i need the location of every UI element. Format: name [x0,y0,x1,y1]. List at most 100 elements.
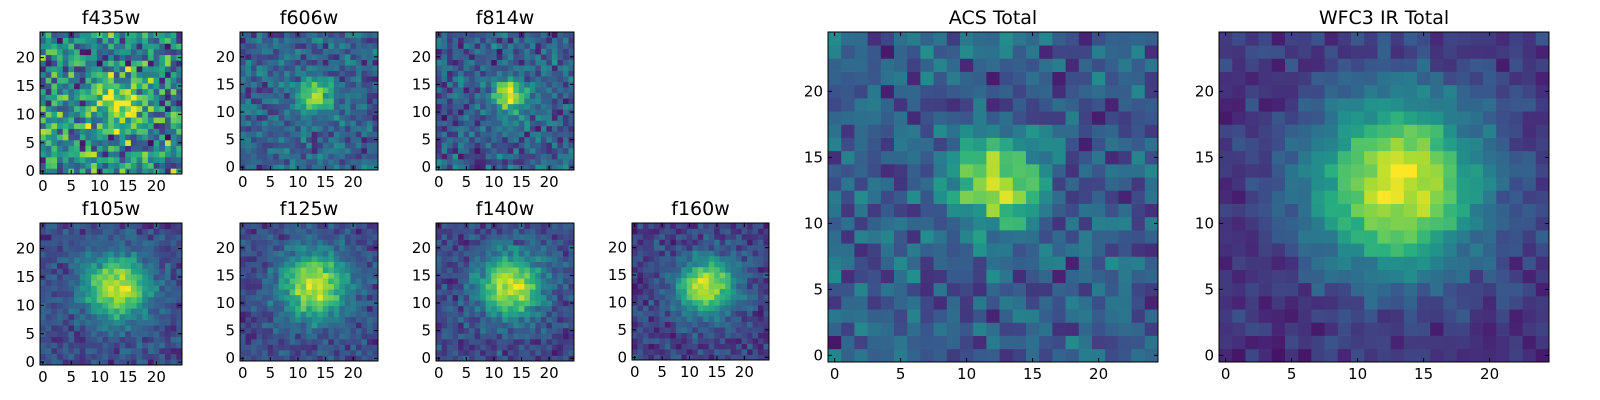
heatmap-cell [45,139,52,146]
heatmap-cell [57,145,64,152]
heatmap-cell [51,359,58,366]
heatmap-cell [355,234,362,240]
heatmap-cell [311,70,318,77]
heatmap-cell [45,262,52,269]
heatmap-cell [1078,322,1093,336]
heatmap-cell [79,234,86,241]
heatmap-cell [692,233,699,240]
heatmap-cell [1105,296,1119,310]
heatmap-cell [102,330,109,337]
heatmap-cell [469,228,475,235]
heatmap-cell [637,343,644,350]
heatmap-cell [507,131,514,138]
heatmap-cell [551,311,558,318]
heatmap-cell [469,355,475,362]
y-tick-label: 5 [421,322,431,340]
heatmap-cell [703,332,710,339]
heatmap-cell [452,305,459,312]
heatmap-cell [251,43,257,49]
heatmap-cell [659,228,666,235]
heatmap-cell [300,294,307,301]
heatmap-cell [546,65,553,71]
heatmap-cell [113,43,120,50]
heatmap-cell [637,299,644,306]
heatmap-cell [355,344,362,351]
heatmap-cell [333,65,340,71]
heatmap-cell [311,131,318,138]
x-tick-label: 20 [147,177,166,195]
heatmap-cell [245,294,252,301]
heatmap-cell [113,105,120,112]
heatmap-cell [240,48,246,55]
heatmap-cell [719,283,726,290]
heatmap-cell [973,256,987,270]
heatmap-cell [697,261,704,268]
heatmap-cell [333,355,340,362]
heatmap-cell [458,81,464,88]
heatmap-cell [725,354,731,361]
heatmap-cell [1092,269,1106,284]
heatmap-cell [973,269,987,284]
heatmap-cell [273,228,279,235]
heatmap-cell [245,327,252,334]
heatmap-cell [372,158,379,165]
heatmap-cell [485,228,492,235]
heatmap-cell [300,344,307,351]
heatmap-cell [1144,177,1159,191]
heatmap-cell [57,240,64,247]
heatmap-cell [999,335,1014,350]
heatmap-cell [159,156,166,163]
heatmap-cell [350,153,357,160]
heatmap-cell [170,291,177,298]
heatmap-cell [311,311,318,318]
heatmap-cell [153,257,160,264]
heatmap-cell [441,289,448,296]
heatmap-cell [311,344,318,351]
heatmap-cell [562,103,569,110]
x-tick-label: 5 [462,364,472,382]
heatmap-cell [458,245,464,251]
heatmap-cell [85,279,92,286]
heatmap-cell [102,240,109,247]
heatmap-cell [1052,203,1066,218]
heatmap-cell [339,136,346,143]
heatmap-cell [57,37,64,44]
heatmap-cell [306,92,313,99]
heatmap-cell [278,109,285,116]
heatmap-cell [159,240,166,247]
heatmap-cell [502,37,509,44]
heatmap-cell [51,77,58,84]
heatmap-cell [496,120,503,127]
heatmap-cell [361,234,368,240]
heatmap-cell [62,37,69,44]
heatmap-cell [85,168,92,175]
heatmap-cell [339,37,346,44]
heatmap-cell [632,250,638,257]
heatmap-cell [355,76,362,83]
heatmap-cell [458,261,464,268]
heatmap-cell [333,37,340,44]
heatmap-cell [74,291,81,298]
heatmap-cell [463,131,470,138]
heatmap-cell [758,250,764,257]
heatmap-cell [557,147,564,154]
heatmap-cell [102,279,109,286]
heatmap-cell [289,278,296,285]
heatmap-cell [350,136,357,143]
heatmap-cell [557,223,564,229]
heatmap-cell [946,282,961,297]
heatmap-cell [664,239,671,246]
heatmap-cell [267,338,274,345]
heatmap-cell [306,239,313,246]
heatmap-cell [350,109,357,116]
heatmap-cell [1026,296,1040,310]
heatmap-cells [436,223,575,362]
heatmap-cell [130,145,137,152]
heatmap-cell [251,261,257,268]
heatmap-cell [502,87,509,94]
heatmap-cell [447,250,453,257]
heatmap-cell [485,158,492,165]
heatmap-cell [366,289,373,296]
heatmap-cell [518,81,525,88]
heatmap-cell [300,114,307,121]
